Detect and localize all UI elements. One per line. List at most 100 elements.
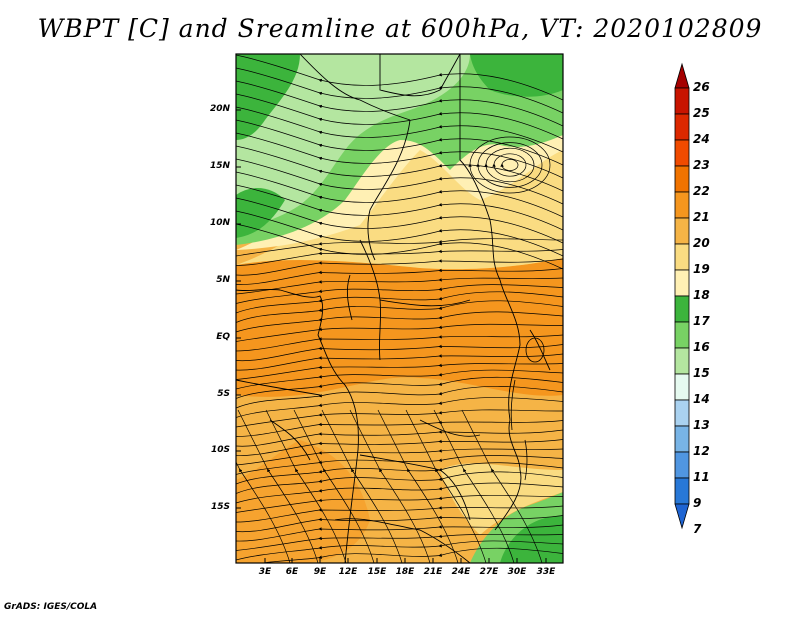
colorbar-swatch xyxy=(674,477,690,505)
streamline xyxy=(461,409,543,563)
colorbar-swatch xyxy=(674,399,690,427)
wbpt-fill-17-dark-ne xyxy=(470,54,563,97)
colorbar-swatch xyxy=(674,113,690,141)
colorbar-swatch xyxy=(674,295,690,323)
colorbar-label: 20 xyxy=(693,236,710,250)
streamline xyxy=(260,547,563,563)
colorbar-label: 11 xyxy=(693,470,710,484)
lat-label: 5N xyxy=(216,275,230,285)
streamline xyxy=(236,369,563,390)
streamline xyxy=(236,249,563,266)
streamline xyxy=(236,284,563,304)
streamline xyxy=(500,159,519,171)
streamline xyxy=(236,495,563,513)
streamline xyxy=(236,439,563,456)
lon-label: 33E xyxy=(536,567,556,577)
colorbar-bottom-arrow xyxy=(674,503,690,530)
streamline xyxy=(236,80,563,127)
colorbar-label: 21 xyxy=(693,210,710,224)
streamline xyxy=(236,184,563,231)
colorbar-swatch xyxy=(674,243,690,271)
streamline xyxy=(433,409,515,563)
wbpt-fill-17-dark-se xyxy=(500,515,563,563)
colorbar-label: 18 xyxy=(693,288,710,302)
lat-label: 15N xyxy=(209,161,230,171)
lat-label: 10N xyxy=(209,218,230,228)
lat-label: 5S xyxy=(217,389,230,399)
streamline xyxy=(236,505,563,523)
colorbar-swatch xyxy=(674,347,690,375)
colorbar-label: 12 xyxy=(693,444,710,458)
streamline xyxy=(236,171,563,218)
colorbar-label: 23 xyxy=(693,158,710,172)
streamline xyxy=(293,409,375,563)
colorbar-label: 14 xyxy=(693,392,710,406)
lon-label: 21E xyxy=(423,567,443,577)
credit-text: GrADS: IGES/COLA xyxy=(4,602,98,612)
streamline xyxy=(236,482,563,504)
streamline xyxy=(236,54,563,101)
streamline xyxy=(236,223,563,270)
streamline xyxy=(236,515,563,533)
streamline xyxy=(236,210,563,257)
lon-label: 12E xyxy=(338,567,358,577)
colorbar-label: 26 xyxy=(693,80,710,94)
colorbar-swatch xyxy=(674,451,690,479)
streamline xyxy=(236,93,563,140)
lon-label: 15E xyxy=(367,567,387,577)
colorbar-swatch xyxy=(674,425,690,453)
streamline xyxy=(405,409,487,563)
streamline xyxy=(236,334,563,352)
colorbar-swatch xyxy=(674,373,690,401)
streamline xyxy=(236,344,563,362)
colorbar-swatch xyxy=(674,165,690,193)
lon-label: 6E xyxy=(285,567,299,577)
streamline xyxy=(236,540,563,561)
streamline xyxy=(236,385,563,409)
chart-title: WBPT [C] and Sreamline at 600hPa, VT: 20… xyxy=(37,14,763,43)
streamline xyxy=(236,363,563,380)
colorbar-label: 24 xyxy=(693,132,710,146)
streamline xyxy=(484,147,535,183)
colorbar-swatch xyxy=(674,269,690,297)
streamline xyxy=(476,142,543,188)
wbpt-fill-17-dark-nw xyxy=(236,54,300,140)
streamline xyxy=(265,409,347,563)
wbpt-fill-19-20-se xyxy=(440,463,563,535)
streamline xyxy=(468,136,551,194)
plot-frame xyxy=(235,53,564,564)
streamline xyxy=(236,132,563,179)
lon-label: 30E xyxy=(507,567,527,577)
streamline xyxy=(492,153,527,177)
lon-label: 27E xyxy=(479,567,499,577)
lat-label: EQ xyxy=(216,332,230,342)
streamline xyxy=(236,258,563,276)
colorbar-label: 19 xyxy=(693,262,710,276)
colorbar-top-arrow xyxy=(674,62,690,89)
colorbar-label: 7 xyxy=(693,522,702,536)
colorbar-label: 17 xyxy=(693,314,710,328)
wbpt-fill-17-dark-w xyxy=(236,188,285,238)
colorbar-swatch xyxy=(674,217,690,245)
streamline xyxy=(236,409,563,428)
colorbar-swatch xyxy=(674,321,690,349)
axis-ticks xyxy=(236,109,547,563)
streamline xyxy=(237,409,319,563)
lat-label: 20N xyxy=(209,104,230,114)
colorbar-swatch xyxy=(674,139,690,167)
streamline xyxy=(236,119,563,166)
lon-label: 18E xyxy=(395,567,415,577)
streamline xyxy=(236,158,563,205)
colorbar-label: 16 xyxy=(693,340,710,354)
streamline xyxy=(236,524,563,542)
streamline xyxy=(236,471,563,494)
streamline xyxy=(236,277,563,295)
lon-label: 24E xyxy=(451,567,471,577)
streamline xyxy=(236,455,563,475)
streamline xyxy=(236,268,563,285)
lat-label: 10S xyxy=(210,445,230,455)
colorbar-label: 25 xyxy=(693,106,710,120)
lakes xyxy=(510,337,545,481)
colorbar-label: 13 xyxy=(693,418,710,432)
